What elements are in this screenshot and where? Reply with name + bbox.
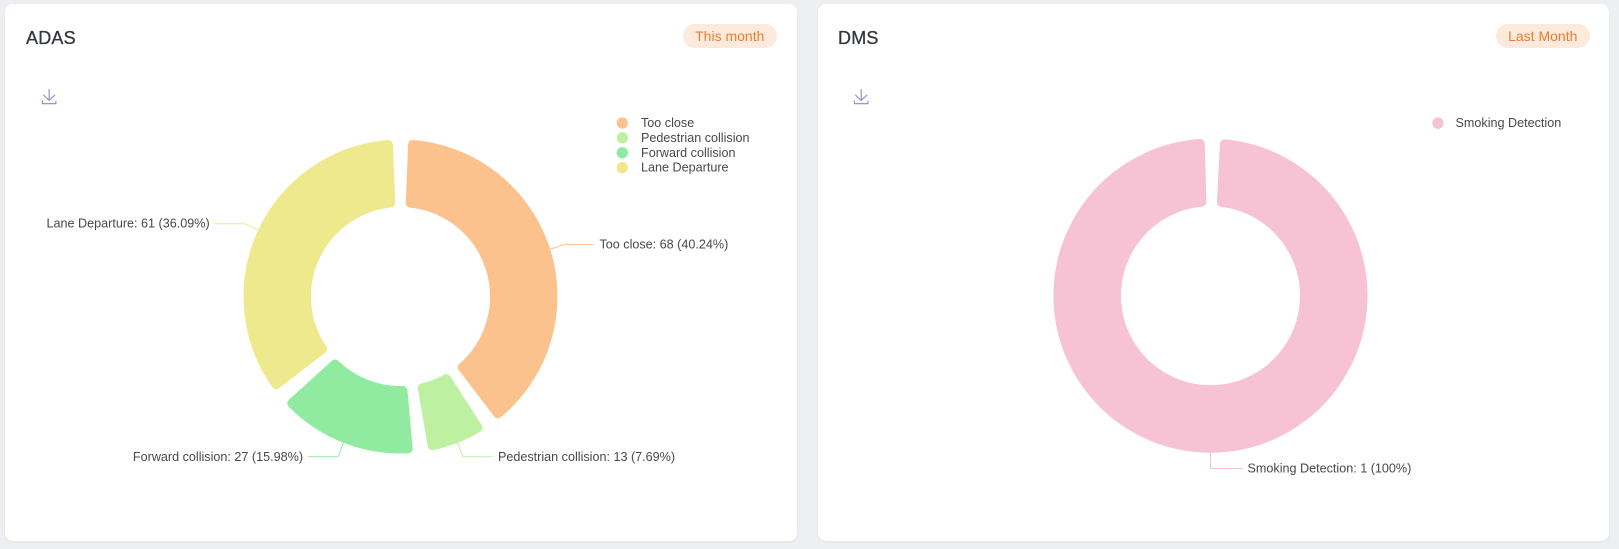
- svg-text:Pedestrian collision: 13 (7.69: Pedestrian collision: 13 (7.69%): [498, 450, 675, 464]
- svg-text:Lane Departure: Lane Departure: [641, 161, 729, 175]
- svg-text:Smoking Detection: 1 (100%): Smoking Detection: 1 (100%): [1248, 462, 1412, 476]
- svg-text:Forward collision: 27 (15.98%): Forward collision: 27 (15.98%): [133, 450, 303, 464]
- svg-text:Smoking Detection: Smoking Detection: [1456, 116, 1562, 130]
- svg-text:Lane Departure: 61 (36.09%): Lane Departure: 61 (36.09%): [47, 217, 210, 231]
- svg-text:Too close: Too close: [641, 116, 694, 130]
- svg-text:Forward collision: Forward collision: [641, 146, 735, 160]
- svg-text:Pedestrian collision: Pedestrian collision: [641, 131, 750, 145]
- svg-text:Too close: 68 (40.24%): Too close: 68 (40.24%): [599, 238, 728, 252]
